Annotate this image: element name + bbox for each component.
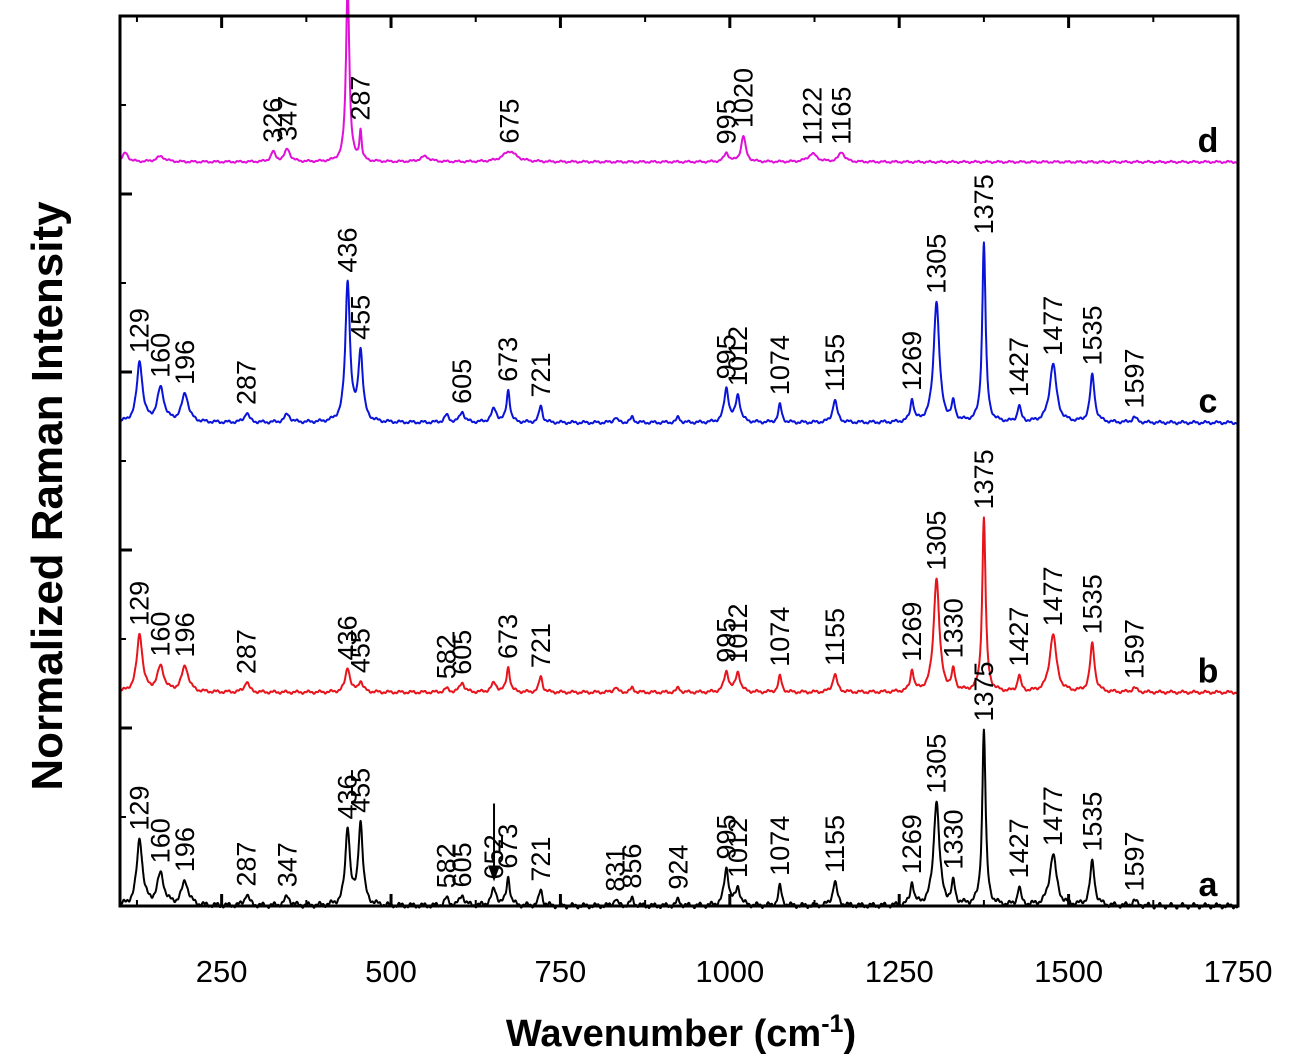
peak-label-a: 1074	[765, 816, 795, 876]
peak-label-d: 326	[258, 98, 288, 143]
peak-label-a: 455	[346, 768, 376, 813]
peak-label-b: 605	[447, 630, 477, 675]
trace-label-a: a	[1199, 866, 1219, 904]
peak-label-c: 1597	[1119, 348, 1149, 408]
peak-label-c: 129	[125, 308, 155, 353]
spectrum-line-c	[119, 241, 1239, 426]
x-tick-label: 1500	[1034, 954, 1103, 989]
peak-label-b: 1155	[820, 608, 850, 666]
x-tick-labels: 250 500 750 1000 1250 1500 1750	[196, 954, 1273, 989]
peak-label-b: 673	[493, 614, 523, 659]
peak-label-b: 721	[526, 623, 556, 668]
peak-label-a: 831	[600, 847, 630, 892]
trace-label-d: d	[1198, 122, 1219, 160]
spectra-traces	[119, 0, 1239, 910]
x-tick-label: 1250	[865, 954, 934, 989]
peak-label-a: 1305	[921, 734, 951, 794]
x-tick-label: 1000	[695, 954, 764, 989]
peak-label-d: 675	[495, 99, 525, 144]
x-tick-label: 250	[196, 954, 248, 989]
peak-label-a: 1535	[1077, 792, 1107, 852]
peak-label-b: 1535	[1077, 574, 1107, 634]
trace-label-b: b	[1198, 652, 1219, 690]
peak-label-a: 924	[663, 845, 693, 890]
peak-label-b: 1427	[1004, 607, 1034, 667]
peak-label-b: 1012	[723, 603, 753, 663]
x-tick-label: 1750	[1204, 954, 1273, 989]
peak-label-b: 436	[333, 615, 363, 660]
peak-label-b: 129	[125, 581, 155, 626]
peak-label-a: 1155	[820, 815, 850, 873]
peak-label-b: 160	[146, 612, 176, 657]
peak-label-a: 1477	[1038, 786, 1068, 846]
trace-labels: a b c d	[1198, 122, 1219, 904]
peak-label-d: 995	[711, 99, 741, 144]
peak-label-b: 1597	[1119, 619, 1149, 679]
peak-label-c: 1427	[1004, 337, 1034, 397]
peak-label-c: 160	[146, 333, 176, 378]
spectrum-line-d	[119, 0, 1239, 165]
peak-label-c: 1074	[765, 335, 795, 395]
x-tick-label: 750	[535, 954, 587, 989]
peak-label-a: 721	[526, 837, 556, 882]
peak-label-a: 1375	[969, 661, 999, 721]
trace-label-c: c	[1199, 383, 1218, 421]
y-axis-title: Normalized Raman Intensity	[23, 201, 72, 791]
peak-label-c: 1535	[1077, 305, 1107, 365]
peak-arrow-head	[488, 865, 501, 882]
spectrum-line-b	[119, 516, 1239, 695]
peak-label-b: 196	[170, 612, 200, 657]
peak-label-b: 455	[346, 628, 376, 673]
peak-label-c: 287	[232, 360, 262, 405]
peak-label-c: 1269	[897, 331, 927, 391]
peak-label-d: 287	[346, 76, 376, 121]
peak-label-c: 455	[346, 295, 376, 340]
peak-label-a: 856	[617, 844, 647, 889]
peak-label-c: 1305	[921, 234, 951, 294]
x-axis-title: Wavenumber (cm-1)	[506, 1010, 856, 1055]
peak-label-d: 1122	[797, 87, 827, 145]
peak-label-b: 287	[232, 629, 262, 674]
peak-label-a: 673	[493, 824, 523, 869]
peak-label-c: 1155	[820, 334, 850, 392]
peak-label-a: 1597	[1119, 831, 1149, 891]
peak-label-a: 160	[146, 818, 176, 863]
peak-label-b: 1269	[897, 602, 927, 662]
peak-label-c: 995	[711, 334, 741, 379]
peak-label-c: 605	[447, 359, 477, 404]
peak-label-c: 721	[526, 352, 556, 397]
peak-label-a: 582	[432, 843, 462, 888]
peak-label-c: 1477	[1038, 296, 1068, 356]
peak-label-b: 1477	[1038, 566, 1068, 626]
peak-label-b: 1074	[765, 607, 795, 667]
x-tick-label: 500	[365, 954, 417, 989]
peak-label-b: 1375	[969, 449, 999, 509]
peak-label-a: 287	[232, 842, 262, 887]
peak-label-d: 1165	[827, 87, 857, 145]
peak-label-d: 1020	[728, 68, 758, 128]
peak-label-a: 1330	[938, 809, 968, 869]
peak-label-b: 582	[432, 634, 462, 679]
peak-label-b: 1330	[938, 598, 968, 658]
peak-label-a: 995	[711, 814, 741, 859]
peak-label-a: 129	[125, 786, 155, 831]
peak-label-a: 436	[333, 774, 363, 819]
peak-label-a: 1269	[897, 814, 927, 874]
peak-label-c: 436	[333, 228, 363, 273]
peak-label-c: 1012	[723, 326, 753, 386]
peak-label-c: 196	[170, 340, 200, 385]
peak-label-a: 347	[272, 842, 302, 887]
peak-label-a: 196	[170, 827, 200, 872]
peak-label-d: 347	[272, 96, 302, 141]
peak-label-c: 1375	[969, 174, 999, 234]
peak-label-b: 995	[711, 618, 741, 663]
peak-label-a: 605	[447, 842, 477, 887]
peak-label-c: 673	[493, 337, 523, 382]
peak-label-a: 1427	[1004, 818, 1034, 878]
axis-ticks	[120, 14, 1240, 908]
peak-label-a: 1012	[723, 818, 753, 878]
peak-label-b: 1305	[921, 511, 951, 571]
